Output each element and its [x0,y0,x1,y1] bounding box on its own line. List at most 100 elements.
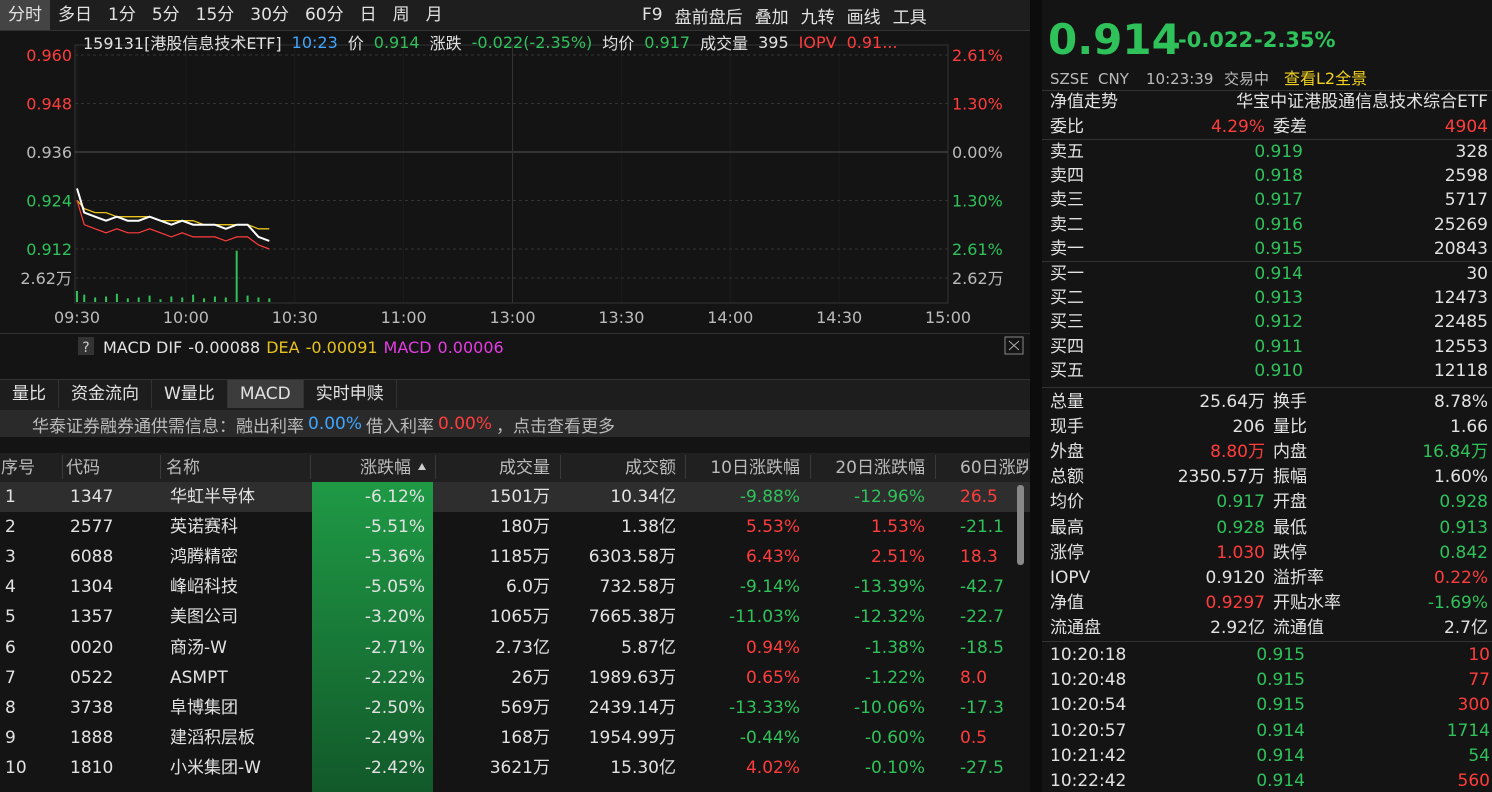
tool-button[interactable]: 九转 [800,7,835,28]
column-header[interactable]: 60日涨跌 [960,458,1028,478]
level-price: 0.915 [1254,238,1303,259]
tool-button[interactable]: F9 [642,5,663,25]
trade-time: 10:20:57 [1050,720,1127,741]
intraday-chart: 0.960 2.61% 0.948 1.30% 0.936 0.00% 0.924 1.30%… [20,44,1024,356]
tool-button[interactable]: 工具 [892,7,927,28]
table-cell[interactable]: 小米集团-W [170,757,261,778]
toolbar-bg [0,0,1030,31]
column-header[interactable]: 10日涨跌幅 [710,458,800,478]
column-header[interactable]: 20日涨跌幅 [835,458,925,478]
level-volume: 12553 [1433,336,1488,357]
table-cell: -5.05% [364,577,425,598]
trade-price: 0.915 [1256,670,1305,691]
bottom-tab[interactable]: 资金流向 [59,380,152,408]
table-cell: 2577 [70,517,114,538]
period-tab[interactable]: 15分 [195,5,235,25]
column-header[interactable]: 代码 [66,458,100,478]
trade-price: 0.915 [1256,695,1305,716]
volume-bar [213,296,216,302]
header-item: 价 [347,34,364,53]
column-header[interactable]: 成交额 [625,458,676,478]
table-cell: 9 [5,727,16,748]
level-price: 0.917 [1254,190,1303,211]
table-cell: 180万 [500,517,550,538]
volume-tick-label: 2.62万 [20,269,72,288]
separator [1042,641,1492,642]
table-cell[interactable]: 英诺赛科 [170,517,238,538]
info-more: ，点击查看更多 [496,416,616,437]
close-macd[interactable] [1004,336,1024,355]
period-tab[interactable]: 多日 [58,5,92,25]
table-cell: 2439.14万 [588,697,676,718]
trade-time: 10:20:54 [1050,695,1127,716]
table-cell: 1.53% [870,517,925,538]
stat-label: 涨停 [1050,542,1084,563]
l2-link[interactable]: 查看L2全景 [1284,69,1368,88]
table-cell[interactable]: 商汤-W [170,637,227,658]
status: 交易中 [1224,70,1270,88]
volume-tick-label: 2.62万 [952,269,1004,288]
column-divider [160,455,161,479]
tool-button[interactable]: 盘前盘后 [674,7,743,28]
macd-dea: -0.00091 [305,337,378,357]
column-header[interactable]: 涨跌幅 [360,458,411,478]
bottom-tab[interactable]: 实时申赎 [304,380,397,408]
level-label: 卖五 [1050,142,1084,162]
table-cell[interactable]: 阜博集团 [170,697,238,718]
column-header[interactable]: 名称 [166,458,200,478]
stat-value: 206 [1232,417,1265,438]
scrollbar[interactable] [1017,485,1024,565]
table-cell: 1065万 [489,607,550,628]
period-tab[interactable]: 周 [392,5,410,25]
table-cell[interactable]: 鸿腾精密 [170,547,238,568]
stat-label: 总额 [1050,467,1084,488]
stat-label: 跌停 [1273,542,1307,563]
nav-label[interactable]: 净值走势 [1050,92,1118,112]
quote-time: 10:23:39 [1146,70,1214,88]
table-cell[interactable]: 华虹半导体 [170,487,255,507]
level-label: 买二 [1050,288,1084,309]
help-box[interactable] [78,337,94,355]
stat-value: 2.7亿 [1443,617,1488,638]
table-cell: 7 [5,667,16,688]
y-tick-label: 0.960 [26,46,72,65]
level-label: 买一 [1050,264,1084,284]
tool-button[interactable]: 画线 [846,7,881,28]
level-price: 0.919 [1254,142,1303,162]
header-item: IOPV [798,32,837,52]
bottom-tab[interactable]: 量比 [0,380,59,408]
column-header[interactable]: 成交量 [499,458,550,478]
table-cell: -18.5 [960,637,1004,658]
table-cell[interactable]: ASMPT [170,667,228,688]
period-tab[interactable]: 分时 [0,0,50,30]
sort-arrow [418,463,426,470]
table-cell: 1347 [70,487,114,507]
trade-price: 0.915 [1256,645,1305,665]
info-bar[interactable]: 华泰证券融券通供需信息：融出利率 0.00% 借入利率 0.00% ，点击查看更多 [30,412,617,437]
level-volume: 12473 [1433,288,1488,309]
period-tab[interactable]: 30分 [250,5,289,25]
period-tab[interactable]: 1分 [108,5,136,25]
table-cell[interactable]: 峰岹科技 [170,577,238,598]
table-cell: 0.65% [745,667,800,688]
column-header[interactable]: 序号 [1,458,35,478]
order-diff: 4904 [1444,117,1488,137]
info-lead: 华泰证券融券通供需信息：融出利率 [32,416,304,437]
stat-label: 均价 [1050,492,1084,513]
volume-bar [126,298,129,302]
table-cell[interactable]: 美图公司 [170,607,238,628]
table-cell: 10.34亿 [610,487,676,507]
volume-bar [115,293,118,302]
period-tab[interactable]: 5分 [151,5,180,25]
period-tab[interactable]: 日 [359,5,377,25]
period-tab[interactable]: 月 [425,5,443,25]
table-cell: 4 [5,577,16,598]
trade-volume: 560 [1457,771,1490,791]
tool-button[interactable]: 叠加 [754,7,789,28]
stat-value: 8.78% [1433,392,1488,412]
table-cell[interactable]: 建滔积层板 [170,727,255,748]
period-tab[interactable]: 60分 [304,5,344,25]
bottom-tab[interactable]: MACD [227,380,304,408]
bottom-tab[interactable]: W量比 [152,380,228,408]
stat-label: 溢折率 [1273,567,1324,588]
